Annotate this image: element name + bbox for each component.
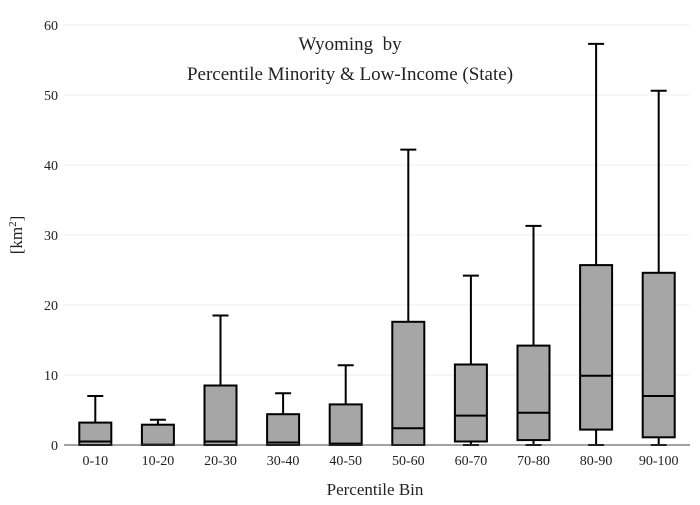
x-tick-label: 0-10: [82, 454, 108, 469]
box-body: [453, 363, 488, 443]
box-group: [140, 418, 175, 447]
box-body: [328, 403, 363, 446]
y-tick-label: 60: [44, 19, 58, 34]
box-group: [516, 224, 551, 446]
x-tick-label: 70-80: [517, 454, 550, 469]
x-tick-label: 60-70: [455, 454, 488, 469]
y-axis-title: [km2]: [7, 216, 26, 255]
box-series: [78, 42, 676, 447]
box-group: [391, 148, 426, 446]
box-body: [516, 344, 551, 442]
y-axis-title-close: ]: [7, 216, 26, 222]
x-tick-label: 10-20: [142, 454, 175, 469]
box-group: [579, 42, 614, 446]
x-tick-label: 30-40: [267, 454, 300, 469]
chart-title-line1: Wyoming by: [298, 34, 402, 55]
x-tick-label: 90-100: [639, 454, 679, 469]
box-group: [78, 395, 113, 447]
box-body: [641, 271, 676, 439]
box-group: [641, 89, 676, 446]
x-tick-label: 50-60: [392, 454, 425, 469]
x-axis-title: Percentile Bin: [327, 480, 424, 499]
box-group: [203, 314, 238, 446]
box-group: [328, 364, 363, 446]
y-tick-label: 40: [44, 159, 58, 174]
y-tick-label: 10: [44, 369, 58, 384]
axes: 0 10 20 30 40 50 60 0-10 10-20 20-30 30-40 40-50 50-…: [44, 19, 690, 469]
x-tick-label: 40-50: [329, 454, 362, 469]
y-tick-label: 30: [44, 229, 58, 244]
box-body: [391, 320, 426, 446]
chart-title-line2: Percentile Minority & Low-Income (State): [187, 64, 513, 85]
box-group: [266, 392, 301, 447]
box-body: [266, 413, 301, 447]
y-axis-title-sup: 2: [7, 221, 19, 227]
box-group: [453, 274, 488, 446]
box-body: [140, 423, 175, 447]
y-tick-label: 50: [44, 89, 58, 104]
y-tick-label: 0: [51, 439, 58, 454]
y-axis-title-base: [km: [7, 227, 26, 254]
x-tick-label: 20-30: [204, 454, 237, 469]
box-body: [203, 384, 238, 446]
y-tick-label: 20: [44, 299, 58, 314]
box-body: [579, 264, 614, 431]
x-tick-label: 80-90: [580, 454, 613, 469]
